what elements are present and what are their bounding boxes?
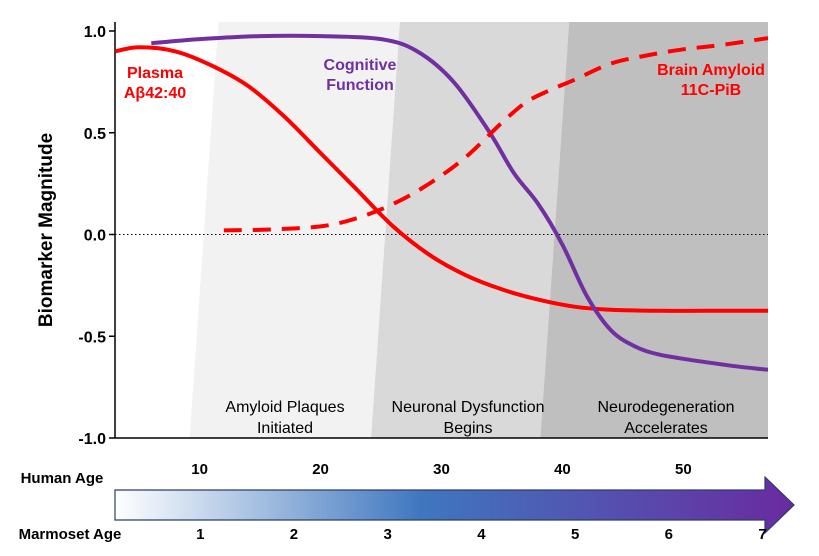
series-label: Aβ42:40: [124, 85, 186, 102]
human-age-tick: 50: [675, 461, 692, 478]
human-age-tick: 10: [191, 461, 208, 478]
marmoset-age-tick: 6: [665, 526, 673, 543]
marmoset-age-tick: 7: [758, 526, 766, 543]
series-label: 11C-PiB: [681, 82, 741, 99]
stage-label: Neurodegeneration: [598, 399, 735, 416]
series-line: [223, 36, 768, 233]
human-age-ticks: 10 20 30 40 50: [191, 461, 691, 478]
y-axis-label: Biomarker Magnitude: [36, 133, 57, 327]
human-age-tick: 30: [433, 461, 450, 478]
marmoset-age-tick: 2: [290, 526, 298, 543]
marmoset-age-tick: 5: [571, 526, 579, 543]
y-tick-label: 0.0: [84, 228, 106, 245]
series-label: Brain Amyloid: [657, 62, 765, 79]
stage-band: [540, 22, 768, 438]
marmoset-age-tick: 4: [477, 526, 486, 543]
stage-band: [371, 22, 570, 438]
series-labels: Plasma Aβ42:40 Cognitive Function Brain Amyl…: [124, 57, 765, 102]
series-line: [115, 45, 768, 313]
series-group: [115, 33, 768, 372]
series-label: Plasma: [127, 65, 183, 82]
y-tick-label: 1.0: [84, 24, 106, 41]
y-tick-label: -1.0: [78, 431, 106, 448]
stage-label: Accelerates: [624, 420, 708, 437]
stage-label: Begins: [444, 420, 493, 437]
stage-label: Amyloid Plaques: [225, 399, 344, 416]
stage-label: Initiated: [257, 420, 313, 437]
human-age-tick: 20: [312, 461, 329, 478]
y-tick-label: -0.5: [78, 329, 106, 346]
marmoset-age-ticks: 1 2 3 4 5 6 7: [196, 526, 767, 543]
marmoset-age-tick: 1: [196, 526, 204, 543]
marmoset-age-tick: 3: [384, 526, 392, 543]
y-ticks: 1.0 0.5 0.0 -0.5 -1.0: [78, 24, 115, 448]
marmoset-age-label: Marmoset Age: [19, 526, 122, 543]
human-age-tick: 40: [554, 461, 571, 478]
stage-labels: Amyloid Plaques Initiated Neuronal Dysfunc…: [225, 399, 734, 437]
stage-label: Neuronal Dysfunction: [392, 399, 545, 416]
series-line: [151, 33, 768, 372]
age-arrow: [114, 475, 795, 535]
stage-backgrounds: [189, 22, 768, 438]
y-tick-label: 0.5: [84, 126, 106, 143]
series-label: Cognitive: [324, 57, 397, 74]
human-age-label: Human Age: [21, 470, 104, 487]
series-label: Function: [326, 77, 394, 94]
